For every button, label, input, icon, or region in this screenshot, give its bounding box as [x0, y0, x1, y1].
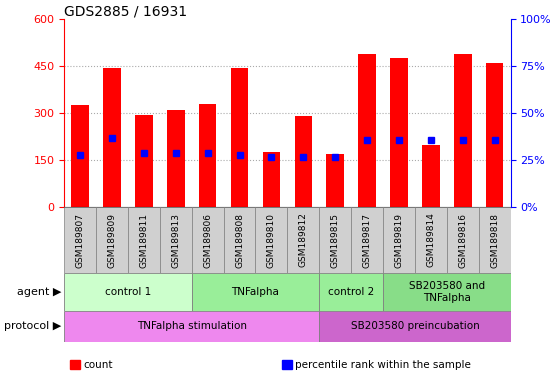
Text: GSM189806: GSM189806: [203, 212, 212, 268]
Text: GSM189816: GSM189816: [458, 212, 467, 268]
Text: SB203580 preincubation: SB203580 preincubation: [350, 321, 479, 331]
Text: GDS2885 / 16931: GDS2885 / 16931: [64, 4, 187, 18]
Text: GSM189808: GSM189808: [235, 212, 244, 268]
Bar: [96, 207, 128, 273]
Bar: [167, 110, 185, 207]
Bar: [351, 207, 383, 273]
Bar: [454, 54, 472, 207]
Bar: [199, 104, 217, 207]
Bar: [390, 58, 408, 207]
Text: SB203580 and
TNFalpha: SB203580 and TNFalpha: [409, 281, 485, 303]
Bar: [71, 106, 89, 207]
Bar: [192, 273, 319, 311]
Bar: [295, 116, 312, 207]
Bar: [64, 311, 319, 342]
Bar: [486, 63, 503, 207]
Text: GSM189817: GSM189817: [363, 212, 372, 268]
Bar: [422, 145, 440, 207]
Bar: [319, 273, 383, 311]
Bar: [479, 207, 511, 273]
Bar: [128, 207, 160, 273]
Bar: [319, 207, 351, 273]
Text: percentile rank within the sample: percentile rank within the sample: [295, 360, 471, 370]
Text: GSM189811: GSM189811: [140, 212, 148, 268]
Bar: [103, 68, 121, 207]
Bar: [358, 54, 376, 207]
Bar: [192, 207, 224, 273]
Bar: [263, 152, 280, 207]
Text: GSM189810: GSM189810: [267, 212, 276, 268]
Bar: [64, 207, 96, 273]
Text: GSM189813: GSM189813: [171, 212, 180, 268]
Text: GSM189819: GSM189819: [395, 212, 403, 268]
Bar: [287, 207, 319, 273]
Bar: [415, 207, 447, 273]
Bar: [319, 311, 511, 342]
Text: protocol ▶: protocol ▶: [4, 321, 61, 331]
Bar: [256, 207, 287, 273]
Text: control 1: control 1: [105, 287, 151, 297]
Text: GSM189814: GSM189814: [426, 213, 435, 267]
Text: GSM189815: GSM189815: [331, 212, 340, 268]
Bar: [326, 154, 344, 207]
Text: GSM189818: GSM189818: [490, 212, 499, 268]
Bar: [64, 273, 192, 311]
Text: count: count: [83, 360, 113, 370]
Text: GSM189812: GSM189812: [299, 213, 308, 267]
Text: control 2: control 2: [328, 287, 374, 297]
Bar: [231, 68, 248, 207]
Bar: [383, 207, 415, 273]
Bar: [135, 115, 153, 207]
Text: GSM189809: GSM189809: [108, 212, 117, 268]
Bar: [447, 207, 479, 273]
Bar: [224, 207, 256, 273]
Bar: [160, 207, 192, 273]
Text: TNFalpha stimulation: TNFalpha stimulation: [137, 321, 247, 331]
Text: GSM189807: GSM189807: [76, 212, 85, 268]
Text: TNFalpha: TNFalpha: [232, 287, 280, 297]
Text: agent ▶: agent ▶: [17, 287, 61, 297]
Bar: [383, 273, 511, 311]
